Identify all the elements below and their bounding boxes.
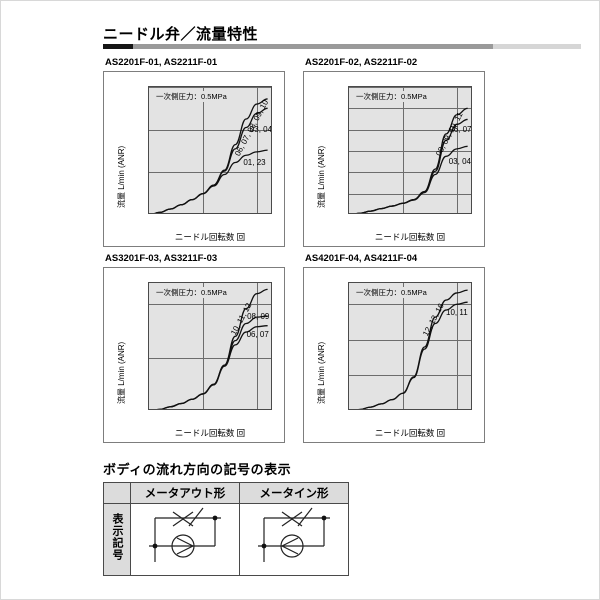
- curve-series: [154, 98, 268, 213]
- meter-in-symbol-icon: [258, 507, 330, 562]
- gridline-horizontal: [149, 129, 271, 131]
- x-axis-label: ニードル回転数 回: [174, 428, 246, 438]
- gridline-vertical: [256, 283, 258, 409]
- gridline-vertical: [202, 283, 204, 409]
- table-header-row: メータアウト形 メータイン形: [103, 482, 349, 504]
- curve-layer: [356, 107, 468, 213]
- y-axis-label: 流量 L/min (ANR): [117, 145, 126, 208]
- gridline-horizontal: [349, 193, 471, 195]
- gridline-horizontal: [349, 304, 471, 306]
- title-rule: [103, 44, 581, 49]
- gridline-vertical: [402, 87, 404, 213]
- symbol-cell-meter-in: [239, 503, 349, 576]
- y-axis-label: 流量 L/min (ANR): [317, 341, 326, 404]
- pressure-annotation: 一次側圧力：0.5MPa: [355, 287, 428, 298]
- curve-label: 10, 11: [446, 307, 468, 317]
- chart-caption: AS3201F-03, AS3211F-03: [105, 253, 218, 264]
- curve-layer: [358, 289, 468, 409]
- curve-label: 01, 23: [243, 158, 266, 168]
- column-header-meter-out: メータアウト形: [130, 482, 240, 504]
- gridline-horizontal: [149, 357, 271, 359]
- pressure-annotation: 一次側圧力：0.5MPa: [155, 91, 228, 102]
- gridline-horizontal: [349, 151, 471, 152]
- y-axis-label: 流量 L/min (ANR): [117, 341, 126, 404]
- curve-label: 03, 04: [249, 124, 272, 134]
- chart-caption: AS2201F-02, AS2211F-02: [305, 57, 418, 68]
- pressure-annotation: 一次側圧力：0.5MPa: [155, 287, 228, 298]
- page-header: ニードル弁／流量特性: [103, 23, 583, 49]
- symbol-cell-meter-out: [130, 503, 240, 576]
- curve-series: [358, 301, 468, 409]
- curve-label: 08, 09: [247, 311, 270, 321]
- curve-series: [156, 325, 268, 409]
- row-header-label: 表示記号: [111, 513, 123, 561]
- gridline-horizontal: [349, 108, 471, 110]
- curve-series: [154, 149, 268, 213]
- curve-label: 06, 07: [246, 330, 269, 340]
- gridline-horizontal: [349, 87, 471, 88]
- curve-series: [356, 145, 468, 213]
- page-title: ニードル弁／流量特性: [103, 26, 259, 43]
- row-header-display-symbol: 表示記号: [103, 503, 131, 576]
- chart-caption: AS4201F-04, AS4211F-04: [305, 253, 418, 264]
- gridline-horizontal: [149, 172, 271, 174]
- gridline-horizontal: [349, 129, 471, 131]
- y-axis-label: 流量 L/min (ANR): [317, 145, 326, 208]
- symbol-table-section: ボディの流れ方向の記号の表示 メータアウト形 メータイン形 表示記号: [103, 459, 349, 576]
- pressure-annotation: 一次側圧力：0.5MPa: [355, 91, 428, 102]
- x-axis-label: ニードル回転数 回: [174, 232, 246, 242]
- gridline-horizontal: [349, 172, 471, 174]
- curve-layer: [156, 288, 268, 409]
- chart-block-1: AS2201F-01, AS2211F-01 01002003000510一次側圧…: [103, 57, 285, 247]
- chart-block-2: AS2201F-02, AS2211F-02 010020030040050060…: [303, 57, 485, 247]
- x-axis-label: ニードル回転数 回: [374, 232, 446, 242]
- chart-caption: AS2201F-01, AS2211F-01: [105, 57, 218, 68]
- gridline-vertical: [402, 283, 404, 409]
- table-row: 表示記号: [103, 503, 349, 576]
- chart-block-4: AS4201F-04, AS4211F-04 0500100015000510一次…: [303, 253, 485, 443]
- gridline-horizontal: [349, 339, 471, 341]
- gridline-horizontal: [149, 87, 271, 88]
- gridline-horizontal: [349, 375, 471, 377]
- gridline-vertical: [202, 87, 204, 213]
- curve-layer: [154, 98, 268, 213]
- curve-label: 03, 04: [448, 156, 471, 166]
- gridline-vertical: [456, 283, 458, 409]
- gridline-horizontal: [149, 304, 271, 306]
- chart-block-3: AS3201F-03, AS3211F-03 050010000510一次側圧力：…: [103, 253, 285, 443]
- gridline-vertical: [256, 87, 258, 213]
- x-axis-label: ニードル回転数 回: [374, 428, 446, 438]
- column-header-meter-in: メータイン形: [239, 482, 349, 504]
- symbol-table-title: ボディの流れ方向の記号の表示: [103, 462, 292, 477]
- curve-label: 06, 07: [449, 125, 472, 135]
- meter-out-symbol-icon: [149, 507, 221, 562]
- gridline-vertical: [456, 87, 458, 213]
- symbol-table: メータアウト形 メータイン形 表示記号: [103, 482, 349, 576]
- table-corner-cell: [103, 482, 131, 504]
